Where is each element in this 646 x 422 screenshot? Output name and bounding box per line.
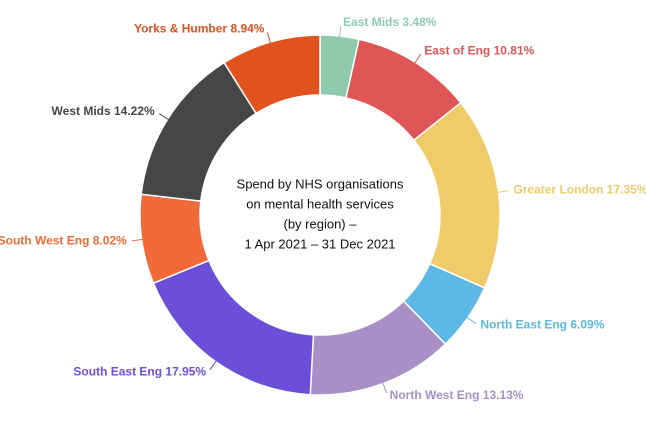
category-name: Yorks & Humber (134, 22, 227, 36)
category-name: South East Eng (73, 364, 162, 378)
slice-label: South West Eng 8.02% (0, 233, 127, 247)
slice-label: North East Eng 6.09% (480, 318, 604, 332)
value-label: 6.09% (570, 318, 604, 332)
leader-line (338, 26, 342, 39)
value-label: 8.94% (230, 22, 264, 36)
leader-line (209, 359, 218, 371)
value-label: 17.95% (165, 364, 206, 378)
value-label: 13.13% (483, 388, 524, 402)
category-name: North East Eng (480, 318, 567, 332)
slice (412, 101, 501, 289)
title-line: 1 Apr 2021 – 31 Dec 2021 (244, 236, 395, 251)
category-name: Greater London (513, 183, 603, 197)
slice-label: Greater London 17.35% (513, 183, 646, 197)
value-label: 8.02% (93, 233, 127, 247)
leader-line (413, 53, 422, 65)
category-name: West Mids (52, 104, 111, 118)
title-line: (by region) – (284, 216, 358, 231)
leader-line (131, 238, 144, 242)
slice-label: East of Eng 10.81% (424, 43, 534, 57)
leader-line (158, 113, 170, 121)
slice-label: East Mids 3.48% (343, 15, 437, 29)
value-label: 17.35% (607, 183, 646, 197)
title-line: Spend by NHS organisations (237, 176, 404, 191)
leader-line (381, 381, 388, 394)
category-name: East Mids (343, 15, 399, 29)
category-name: North West Eng (390, 388, 480, 402)
leader-line (465, 316, 477, 325)
slice-label: West Mids 14.22% (52, 104, 155, 118)
value-label: 3.48% (402, 15, 436, 29)
slice-label: North West Eng 13.13% (390, 388, 524, 402)
slice (223, 34, 321, 115)
category-name: South West Eng (0, 233, 89, 247)
center-title: Spend by NHS organisations on mental heal… (237, 176, 404, 251)
title-line: on mental health services (246, 196, 394, 211)
category-name: East of Eng (424, 43, 490, 57)
slice-label: South East Eng 17.95% (73, 364, 206, 378)
slice-label: Yorks & Humber 8.94% (134, 22, 265, 36)
value-label: 10.81% (494, 43, 535, 57)
leader-line (266, 32, 272, 45)
leader-line (496, 190, 509, 193)
value-label: 14.22% (114, 104, 155, 118)
